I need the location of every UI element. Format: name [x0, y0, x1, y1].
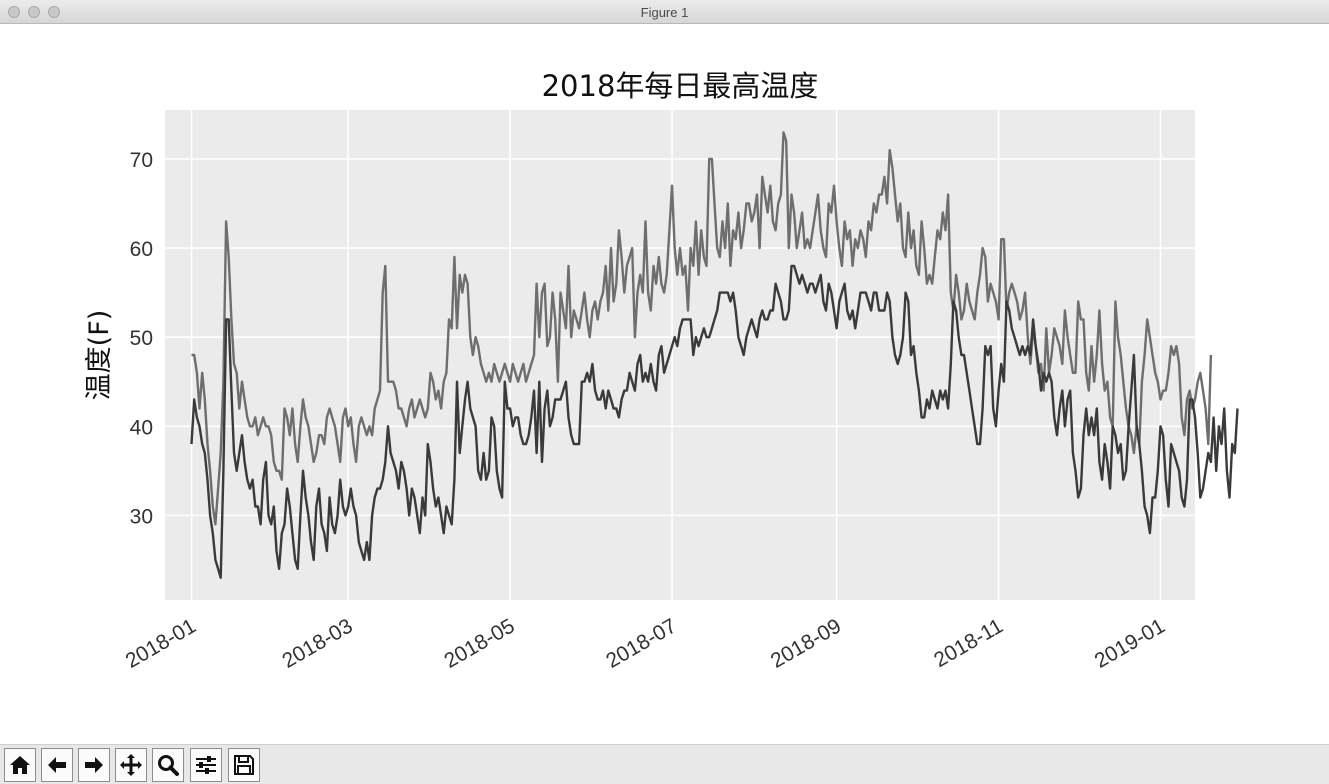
x-tick-label: 2019-01 [1091, 614, 1169, 672]
configure-subplots-button[interactable] [190, 748, 222, 782]
x-tick-label: 2018-01 [122, 614, 200, 672]
y-tick-label: 50 [130, 327, 153, 350]
y-tick-label: 60 [130, 238, 153, 261]
home-icon [10, 756, 30, 774]
y-tick-label: 70 [130, 149, 153, 172]
forward-button[interactable] [78, 748, 110, 782]
x-tick-label: 2018-03 [278, 614, 356, 672]
zoom-icon [158, 755, 179, 776]
pan-button[interactable] [115, 748, 147, 782]
y-tick-labels: 30 40 50 60 70 [130, 149, 153, 528]
back-button[interactable] [41, 748, 73, 782]
save-button[interactable] [228, 748, 260, 782]
high-temperature-line [191, 131, 1213, 526]
x-tick-labels: 2018-01 2018-03 2018-05 2018-07 2018-09 2018-… [122, 614, 1169, 672]
y-axis-label: 温度(F) [84, 310, 115, 401]
title-bar: Figure 1 [0, 0, 1329, 24]
forward-arrow-icon [85, 757, 103, 773]
back-arrow-icon [48, 757, 66, 773]
close-window-button[interactable] [8, 6, 20, 18]
configure-subplots-icon [196, 756, 216, 774]
minimize-window-button[interactable] [28, 6, 40, 18]
home-button[interactable] [4, 748, 36, 782]
low-temperature-line [190, 264, 1239, 579]
window-title: Figure 1 [640, 5, 689, 20]
x-tick-label: 2018-05 [440, 614, 518, 672]
save-icon [234, 755, 254, 775]
x-tick-label: 2018-11 [930, 614, 1007, 672]
zoom-window-button[interactable] [48, 6, 60, 18]
navigation-toolbar [0, 744, 1329, 784]
y-tick-label: 40 [130, 416, 153, 439]
x-tick-label: 2018-07 [602, 614, 680, 672]
chart-title: 2018年每日最高温度 [542, 69, 819, 103]
y-tick-label: 30 [130, 505, 153, 528]
zoom-button[interactable] [152, 748, 184, 782]
plot-area [165, 110, 1195, 600]
pan-icon [120, 754, 142, 776]
x-tick-label: 2018-09 [767, 614, 845, 672]
